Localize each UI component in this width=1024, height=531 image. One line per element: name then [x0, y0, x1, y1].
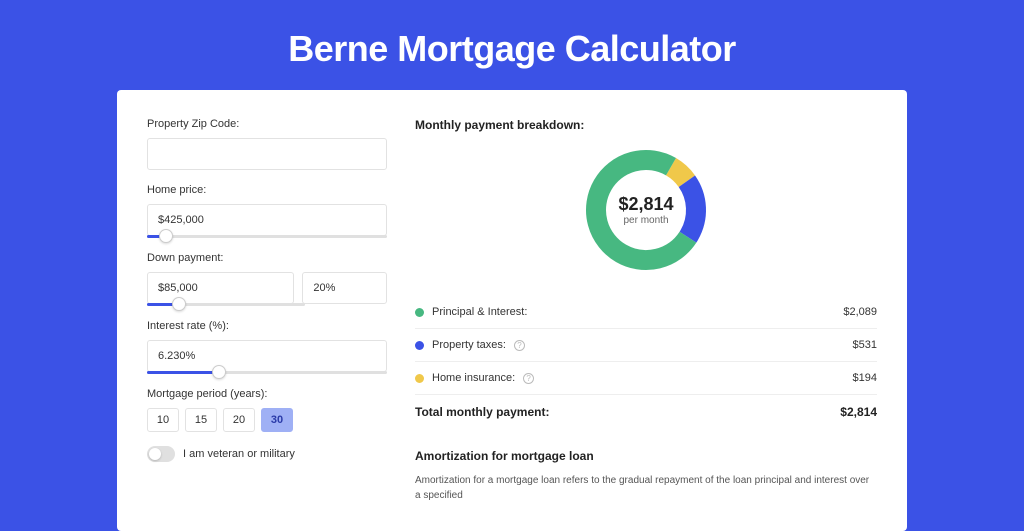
- down-payment-group: Down payment:: [147, 252, 387, 306]
- calculator-card: Property Zip Code: Home price: Down paym…: [117, 90, 907, 531]
- info-icon[interactable]: ?: [514, 340, 525, 351]
- zip-label: Property Zip Code:: [147, 118, 387, 130]
- legend-dot: [415, 308, 424, 317]
- veteran-toggle-row: I am veteran or military: [147, 446, 387, 462]
- donut-container: $2,814 per month: [415, 146, 877, 274]
- legend-value: $2,089: [843, 306, 877, 318]
- period-option-10[interactable]: 10: [147, 408, 179, 432]
- amortization-heading: Amortization for mortgage loan: [415, 449, 877, 463]
- legend-dot: [415, 374, 424, 383]
- zip-field-group: Property Zip Code:: [147, 118, 387, 170]
- interest-rate-input[interactable]: [147, 340, 387, 372]
- down-payment-slider-thumb[interactable]: [172, 297, 186, 311]
- down-payment-slider[interactable]: [147, 303, 305, 306]
- total-row: Total monthly payment: $2,814: [415, 394, 877, 429]
- veteran-toggle-label: I am veteran or military: [183, 448, 295, 460]
- home-price-input[interactable]: [147, 204, 387, 236]
- legend-label: Home insurance:: [432, 372, 515, 384]
- period-option-15[interactable]: 15: [185, 408, 217, 432]
- down-payment-label: Down payment:: [147, 252, 387, 264]
- period-option-30[interactable]: 30: [261, 408, 293, 432]
- legend-row: Principal & Interest: $2,089: [415, 296, 877, 329]
- interest-rate-slider-thumb[interactable]: [212, 365, 226, 379]
- interest-rate-label: Interest rate (%):: [147, 320, 387, 332]
- breakdown-column: Monthly payment breakdown: $2,814 per mo…: [415, 118, 877, 503]
- period-options: 10152030: [147, 408, 387, 432]
- legend-label: Property taxes:: [432, 339, 506, 351]
- veteran-toggle-knob: [149, 448, 161, 460]
- home-price-slider-thumb[interactable]: [159, 229, 173, 243]
- legend-row: Home insurance:? $194: [415, 362, 877, 394]
- interest-rate-slider-fill: [147, 371, 219, 374]
- page-title: Berne Mortgage Calculator: [0, 0, 1024, 90]
- period-label: Mortgage period (years):: [147, 388, 387, 400]
- period-group: Mortgage period (years): 10152030: [147, 388, 387, 432]
- donut-center: $2,814 per month: [618, 194, 673, 226]
- amortization-text: Amortization for a mortgage loan refers …: [415, 473, 877, 503]
- legend-row: Property taxes:? $531: [415, 329, 877, 362]
- period-option-20[interactable]: 20: [223, 408, 255, 432]
- total-label: Total monthly payment:: [415, 405, 549, 419]
- down-payment-amount-input[interactable]: [147, 272, 294, 304]
- legend-value: $194: [853, 372, 877, 384]
- breakdown-legend: Principal & Interest: $2,089 Property taxe…: [415, 296, 877, 394]
- legend-value: $531: [853, 339, 877, 351]
- home-price-slider[interactable]: [147, 235, 387, 238]
- breakdown-heading: Monthly payment breakdown:: [415, 118, 877, 132]
- interest-rate-slider[interactable]: [147, 371, 387, 374]
- down-payment-pct-input[interactable]: [302, 272, 387, 304]
- veteran-toggle[interactable]: [147, 446, 175, 462]
- home-price-label: Home price:: [147, 184, 387, 196]
- zip-input[interactable]: [147, 138, 387, 170]
- home-price-group: Home price:: [147, 184, 387, 238]
- donut-amount: $2,814: [618, 194, 673, 215]
- legend-dot: [415, 341, 424, 350]
- amortization-section: Amortization for mortgage loan Amortizat…: [415, 449, 877, 503]
- total-value: $2,814: [840, 405, 877, 419]
- info-icon[interactable]: ?: [523, 373, 534, 384]
- legend-label: Principal & Interest:: [432, 306, 527, 318]
- inputs-column: Property Zip Code: Home price: Down paym…: [147, 118, 387, 503]
- payment-donut-chart: $2,814 per month: [582, 146, 710, 274]
- donut-subtext: per month: [618, 215, 673, 226]
- interest-rate-group: Interest rate (%):: [147, 320, 387, 374]
